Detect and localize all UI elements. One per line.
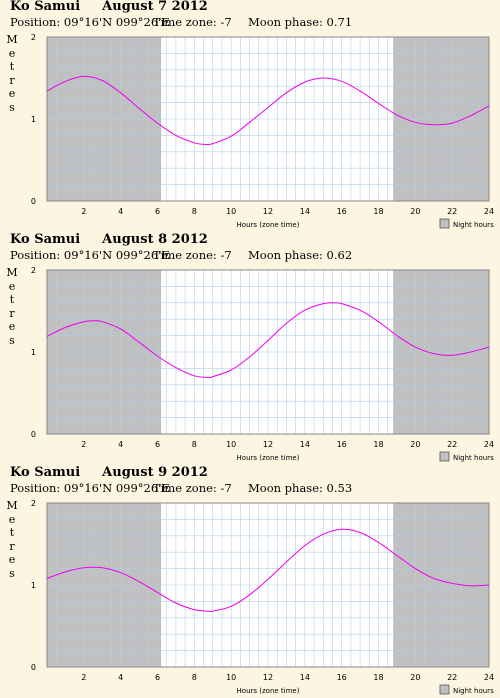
x-tick-label: 4 [118,207,123,216]
x-tick-label: 22 [447,207,457,216]
moon-phase-label: Moon phase: 0.53 [248,481,353,495]
position-label: Position: 09°16'N 099°26'E [10,15,170,29]
x-tick-label: 2 [81,440,86,449]
x-tick-label: 24 [484,440,494,449]
x-tick-label: 4 [118,673,123,682]
panel-subtitle: Position: 09°16'N 099°26'E Time zone: -7 M… [10,15,352,29]
y-tick-label: 1 [31,115,36,124]
x-tick-label: 4 [118,440,123,449]
tide-panel: Ko Samui August 7 2012 Position: 09°16'N 0… [0,0,500,232]
y-tick-label: 0 [31,430,36,439]
x-tick-label: 12 [263,207,273,216]
location-name: Ko Samui [10,0,81,14]
x-axis-label: Hours (zone time) [237,454,300,462]
x-tick-label: 20 [410,440,420,449]
x-tick-label: 12 [263,440,273,449]
y-tick-label: 0 [31,663,36,672]
y-tick-label: 1 [31,348,36,357]
x-tick-label: 24 [484,207,494,216]
y-tick-label: 2 [31,33,36,42]
x-tick-label: 20 [410,207,420,216]
x-tick-label: 6 [155,673,160,682]
panel-title: Ko Samui August 8 2012 [10,232,208,247]
plot-frame [46,269,490,435]
moon-phase-label: Moon phase: 0.71 [248,15,353,29]
panel-subtitle: Position: 09°16'N 099°26'E Time zone: -7 M… [10,248,352,262]
tide-curve [46,75,490,146]
x-tick-label: 22 [447,440,457,449]
x-tick-label: 10 [226,440,236,449]
panel-subtitle: Position: 09°16'N 099°26'E Time zone: -7 M… [10,481,352,495]
location-name: Ko Samui [10,232,81,247]
x-tick-label: 18 [373,673,383,682]
tide-curve [46,528,490,613]
x-axis-label: Hours (zone time) [237,221,300,229]
tide-panel: Ko Samui August 8 2012 Position: 09°16'N 0… [0,232,500,465]
panel-title: Ko Samui August 7 2012 [10,0,208,14]
x-tick-label: 8 [192,673,197,682]
tide-curve [46,302,490,379]
timezone-label: Time zone: -7 [153,481,232,495]
x-tick-label: 16 [337,207,347,216]
location-name: Ko Samui [10,465,81,480]
legend-swatch [439,451,450,462]
x-tick-label: 14 [300,673,310,682]
date-label: August 9 2012 [102,465,208,480]
x-tick-label: 24 [484,673,494,682]
y-tick-label: 2 [31,499,36,508]
date-label: August 8 2012 [102,232,208,247]
x-tick-label: 8 [192,207,197,216]
plot-frame [46,36,490,202]
x-axis-label: Hours (zone time) [237,687,300,695]
date-label: August 7 2012 [102,0,208,14]
x-tick-label: 12 [263,673,273,682]
x-tick-label: 20 [410,673,420,682]
x-tick-label: 10 [226,207,236,216]
x-tick-label: 10 [226,673,236,682]
x-tick-label: 8 [192,440,197,449]
tide-panel: Ko Samui August 9 2012 Position: 09°16'N 0… [0,465,500,698]
legend-swatch [439,218,450,229]
legend-label: Night hours [453,221,494,229]
x-tick-label: 14 [300,440,310,449]
x-tick-label: 22 [447,673,457,682]
timezone-label: Time zone: -7 [153,15,232,29]
legend-label: Night hours [453,454,494,462]
x-tick-label: 18 [373,207,383,216]
legend-label: Night hours [453,687,494,695]
x-tick-label: 16 [337,440,347,449]
moon-phase-label: Moon phase: 0.62 [248,248,353,262]
x-tick-label: 18 [373,440,383,449]
x-tick-label: 2 [81,673,86,682]
panel-title: Ko Samui August 9 2012 [10,465,208,480]
x-tick-label: 14 [300,207,310,216]
y-tick-label: 2 [31,266,36,275]
legend-swatch [439,684,450,695]
position-label: Position: 09°16'N 099°26'E [10,248,170,262]
position-label: Position: 09°16'N 099°26'E [10,481,170,495]
x-tick-label: 2 [81,207,86,216]
x-tick-label: 16 [337,673,347,682]
x-tick-label: 6 [155,440,160,449]
y-tick-label: 0 [31,197,36,206]
timezone-label: Time zone: -7 [153,248,232,262]
x-tick-label: 6 [155,207,160,216]
y-tick-label: 1 [31,581,36,590]
